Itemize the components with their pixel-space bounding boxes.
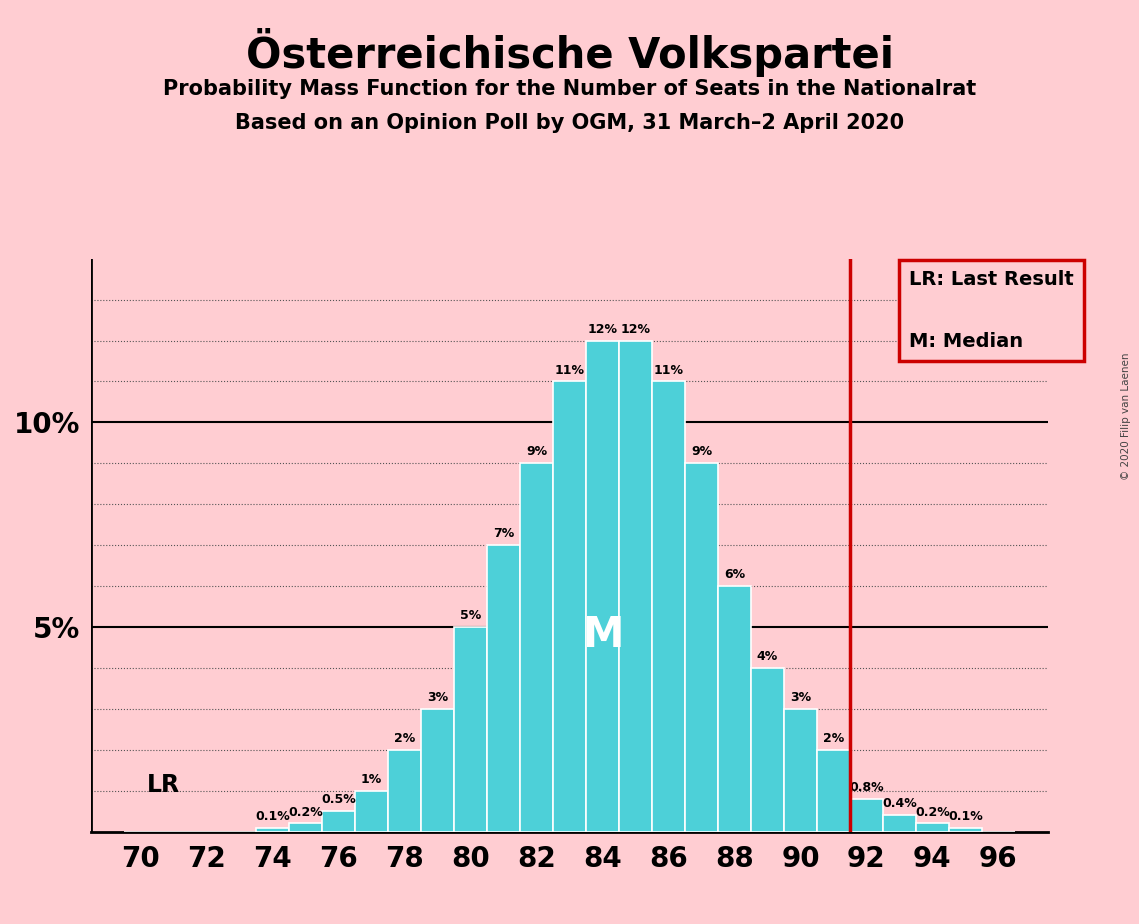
Text: Based on an Opinion Poll by OGM, 31 March–2 April 2020: Based on an Opinion Poll by OGM, 31 Marc…: [235, 113, 904, 133]
Bar: [652, 382, 685, 832]
Bar: [454, 627, 487, 832]
Text: 12%: 12%: [621, 322, 650, 335]
Text: 0.1%: 0.1%: [948, 809, 983, 822]
Bar: [487, 545, 521, 832]
Bar: [784, 709, 817, 832]
Bar: [916, 823, 949, 832]
Bar: [388, 749, 421, 832]
Bar: [585, 341, 618, 832]
Text: 0.2%: 0.2%: [915, 806, 950, 819]
Text: 0.5%: 0.5%: [321, 793, 355, 807]
Text: 1%: 1%: [361, 772, 383, 785]
Bar: [850, 799, 883, 832]
Text: 7%: 7%: [493, 528, 514, 541]
Bar: [718, 586, 751, 832]
Text: 0.1%: 0.1%: [255, 809, 290, 822]
Bar: [883, 815, 916, 832]
Text: 4%: 4%: [756, 650, 778, 663]
Text: 5%: 5%: [460, 609, 481, 622]
Text: Probability Mass Function for the Number of Seats in the Nationalrat: Probability Mass Function for the Number…: [163, 79, 976, 99]
Bar: [256, 828, 289, 832]
Text: Österreichische Volkspartei: Österreichische Volkspartei: [246, 28, 893, 77]
Bar: [751, 668, 784, 832]
Bar: [618, 341, 652, 832]
Bar: [289, 823, 322, 832]
Bar: [521, 463, 554, 832]
Text: 6%: 6%: [724, 568, 745, 581]
Bar: [949, 828, 982, 832]
Text: LR: Last Result

M: Median: LR: Last Result M: Median: [909, 270, 1074, 351]
Text: M: M: [582, 614, 623, 656]
Bar: [554, 382, 585, 832]
Bar: [421, 709, 454, 832]
Text: 0.8%: 0.8%: [849, 781, 884, 794]
Text: LR: LR: [147, 772, 180, 796]
Text: 0.4%: 0.4%: [882, 797, 917, 810]
Bar: [685, 463, 718, 832]
Text: 2%: 2%: [822, 732, 844, 745]
Bar: [817, 749, 850, 832]
Bar: [322, 811, 355, 832]
Text: 9%: 9%: [691, 445, 712, 458]
Text: 12%: 12%: [588, 322, 617, 335]
Text: 3%: 3%: [789, 691, 811, 704]
Text: 11%: 11%: [555, 363, 584, 377]
Text: 9%: 9%: [526, 445, 547, 458]
Text: 0.2%: 0.2%: [288, 806, 323, 819]
Text: © 2020 Filip van Laenen: © 2020 Filip van Laenen: [1121, 352, 1131, 480]
Text: 2%: 2%: [394, 732, 416, 745]
Text: 11%: 11%: [654, 363, 683, 377]
Text: 3%: 3%: [427, 691, 448, 704]
Bar: [355, 791, 388, 832]
